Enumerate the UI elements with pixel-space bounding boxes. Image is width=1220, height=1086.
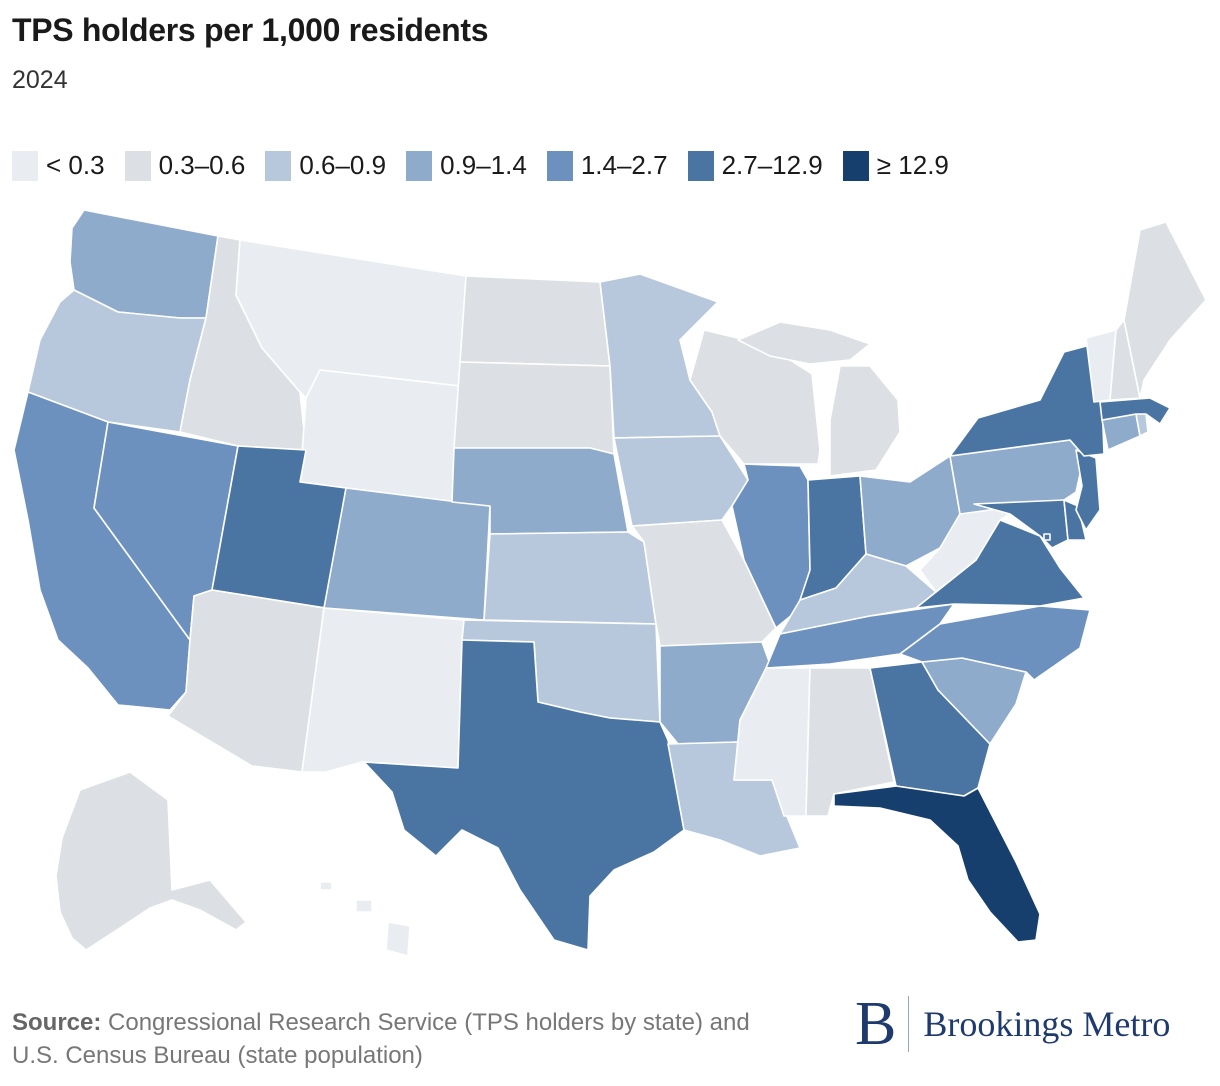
legend-item: 0.9–1.4	[406, 150, 527, 181]
legend-label: < 0.3	[46, 150, 105, 180]
state-nj[interactable]	[1075, 449, 1101, 531]
logo-divider	[908, 996, 910, 1052]
legend-swatch	[842, 150, 869, 181]
state-fl[interactable]	[833, 785, 1041, 943]
legend-label: 0.3–0.6	[158, 150, 246, 180]
state-de[interactable]	[1063, 499, 1087, 541]
legend-label: 2.7–12.9	[721, 150, 823, 180]
brookings-metro-logo: B Brookings Metro	[855, 993, 1170, 1055]
legend-item: 2.7–12.9	[687, 150, 823, 181]
legend-label: 0.6–0.9	[299, 150, 387, 180]
source-label: Source:	[12, 1009, 102, 1036]
source-note: Source: Congressional Research Service (…	[12, 1006, 772, 1072]
state-mi-upper[interactable]	[737, 321, 871, 365]
legend-swatch	[12, 150, 38, 181]
chart-subtitle: 2024	[12, 66, 68, 94]
legend-swatch	[546, 150, 573, 181]
legend-label: 0.9–1.4	[440, 150, 527, 180]
state-nm[interactable]	[301, 607, 465, 773]
legend-item: < 0.3	[12, 150, 105, 181]
state-wy[interactable]	[299, 369, 461, 503]
legend-swatch	[265, 150, 292, 181]
state-il[interactable]	[731, 463, 811, 629]
state-co[interactable]	[323, 487, 491, 621]
legend-item: 1.4–2.7	[546, 150, 668, 181]
legend-label: 1.4–2.7	[580, 150, 668, 180]
state-ma[interactable]	[1099, 397, 1171, 425]
state-mi[interactable]	[829, 365, 901, 477]
legend-item: 0.3–0.6	[124, 150, 246, 181]
logo-letter: B	[855, 990, 897, 1058]
state-az[interactable]	[167, 589, 325, 773]
state-ks[interactable]	[483, 531, 657, 625]
state-dc[interactable]	[1043, 533, 1051, 541]
logo-text: Brookings Metro	[923, 1004, 1171, 1044]
legend-swatch	[124, 150, 151, 181]
legend-swatch	[406, 150, 433, 181]
legend-item: ≥ 12.9	[842, 150, 949, 181]
state-nc[interactable]	[899, 605, 1091, 681]
legend: < 0.3 0.3–0.6 0.6–0.9 0.9–1.4 1.4–2.7 2.…	[12, 150, 969, 181]
state-ak[interactable]	[55, 771, 247, 951]
us-map	[13, 209, 1207, 957]
legend-label: ≥ 12.9	[876, 150, 949, 180]
state-nd[interactable]	[459, 275, 611, 367]
legend-item: 0.6–0.9	[265, 150, 386, 181]
state-tx[interactable]	[363, 639, 685, 951]
state-me[interactable]	[1123, 221, 1207, 399]
source-text: Congressional Research Service (TPS hold…	[12, 1009, 750, 1069]
legend-swatch	[687, 150, 714, 181]
state-ny[interactable]	[949, 343, 1105, 457]
state-hi[interactable]	[319, 881, 411, 957]
state-ia[interactable]	[613, 435, 749, 527]
chart-title: TPS holders per 1,000 residents	[12, 12, 489, 48]
state-sd[interactable]	[453, 361, 615, 455]
